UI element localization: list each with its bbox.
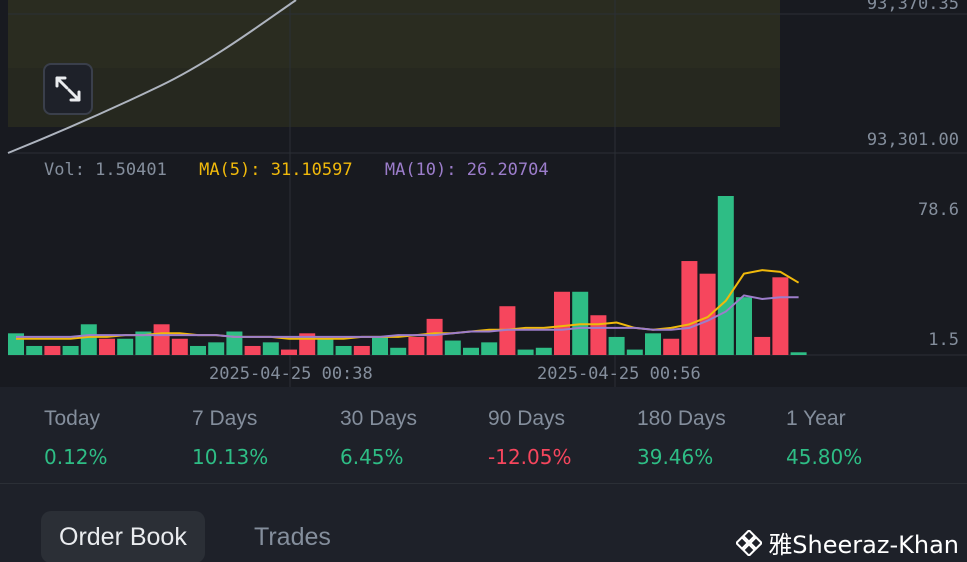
time-axis-label: 2025-04-25 00:56 — [537, 364, 701, 384]
stat-today: Today 0.12% — [44, 407, 108, 469]
kline-chart[interactable]: 93,370.35 93,301.00 78.6 1.5 Vol: 1.5040… — [0, 0, 967, 387]
price-axis-label-bottom: 93,301.00 — [866, 130, 959, 150]
volume-bar — [317, 338, 334, 355]
volume-bar — [663, 338, 680, 355]
volume-bar — [408, 336, 425, 355]
volume-bar — [736, 297, 752, 355]
ma10-line — [16, 294, 799, 338]
volume-bar — [608, 336, 625, 355]
stat-180-days: 180 Days 39.46% — [637, 407, 726, 469]
volume-bar — [353, 345, 370, 355]
volume-bar — [153, 324, 170, 355]
volume-bar — [226, 331, 243, 355]
expand-chart-button[interactable] — [43, 63, 93, 115]
volume-bar — [335, 345, 352, 355]
volume-bar — [699, 273, 716, 355]
volume-bar — [99, 338, 115, 355]
tab-order-book[interactable]: Order Book — [41, 511, 205, 562]
volume-legend: Vol: 1.50401 MA(5): 31.10597 MA(10): 26.… — [44, 160, 571, 180]
volume-bar — [717, 196, 734, 355]
volume-bar — [372, 336, 388, 355]
watermark: 雅Sheeraz-Khan — [736, 525, 959, 560]
time-axis-label: 2025-04-25 00:38 — [209, 364, 373, 384]
volume-bar — [244, 345, 261, 355]
volume-bar — [390, 347, 407, 355]
stat-label: Today — [44, 407, 101, 430]
volume-bar — [790, 352, 807, 355]
price-band-top — [8, 0, 780, 68]
stat-1-year: 1 Year 45.80% — [786, 407, 862, 469]
stat-value: 39.46% — [637, 445, 714, 469]
volume-bar — [262, 342, 279, 355]
volume-bar — [135, 331, 152, 355]
binance-logo-icon — [736, 529, 763, 556]
volume-bar — [281, 349, 297, 355]
expand-arrows-icon — [55, 76, 81, 102]
stat-label: 1 Year — [786, 407, 846, 430]
volume-value: Vol: 1.50401 — [44, 160, 167, 180]
stat-7-days: 7 Days 10.13% — [192, 407, 268, 469]
volume-axis-min-label: 1.5 — [928, 330, 959, 350]
volume-bar — [171, 338, 188, 355]
stat-label: 7 Days — [192, 407, 258, 430]
volume-bars — [8, 196, 807, 355]
ma5-value: MA(5): 31.10597 — [199, 160, 353, 180]
ma10-value: MA(10): 26.20704 — [384, 160, 549, 180]
stat-value: 0.12% — [44, 445, 108, 469]
stat-label: 30 Days — [340, 407, 418, 430]
volume-bar — [626, 349, 643, 355]
volume-bar — [62, 345, 79, 355]
volume-bar — [681, 261, 698, 355]
volume-bar — [645, 333, 661, 355]
stat-value: 10.13% — [192, 445, 269, 469]
volume-bar — [481, 342, 498, 355]
performance-stats: Today 0.12% 7 Days 10.13% 30 Days 6.45% … — [0, 387, 967, 484]
volume-bar — [590, 315, 607, 355]
tab-trades[interactable]: Trades — [254, 523, 331, 551]
volume-bar — [463, 347, 479, 355]
volume-bar — [26, 345, 43, 355]
stat-value: 6.45% — [340, 445, 404, 469]
watermark-text: 雅Sheeraz-Khan — [768, 531, 959, 559]
stat-label: 90 Days — [488, 407, 566, 430]
chart-canvas[interactable] — [0, 0, 967, 387]
volume-bar — [754, 336, 771, 355]
volume-bar — [426, 318, 443, 355]
stat-label: 180 Days — [637, 407, 726, 430]
volume-bar — [117, 338, 134, 355]
stat-value: -12.05% — [488, 445, 572, 469]
volume-bar — [80, 324, 97, 355]
price-line — [7, 0, 297, 154]
volume-bar — [517, 349, 534, 355]
volume-bar — [772, 277, 789, 355]
volume-bar — [554, 291, 570, 355]
stat-90-days: 90 Days -12.05% — [488, 407, 571, 469]
volume-bar — [444, 340, 461, 355]
stat-30-days: 30 Days 6.45% — [340, 407, 417, 469]
price-axis-label-top: 93,370.35 — [866, 0, 959, 14]
volume-bar — [535, 347, 552, 355]
volume-bar — [44, 345, 61, 355]
volume-axis-max-label: 78.6 — [918, 200, 959, 220]
volume-bar — [208, 342, 225, 355]
bottom-tabs: Order Book Trades — [0, 485, 967, 562]
stat-value: 45.80% — [786, 445, 863, 469]
volume-bar — [190, 345, 206, 355]
